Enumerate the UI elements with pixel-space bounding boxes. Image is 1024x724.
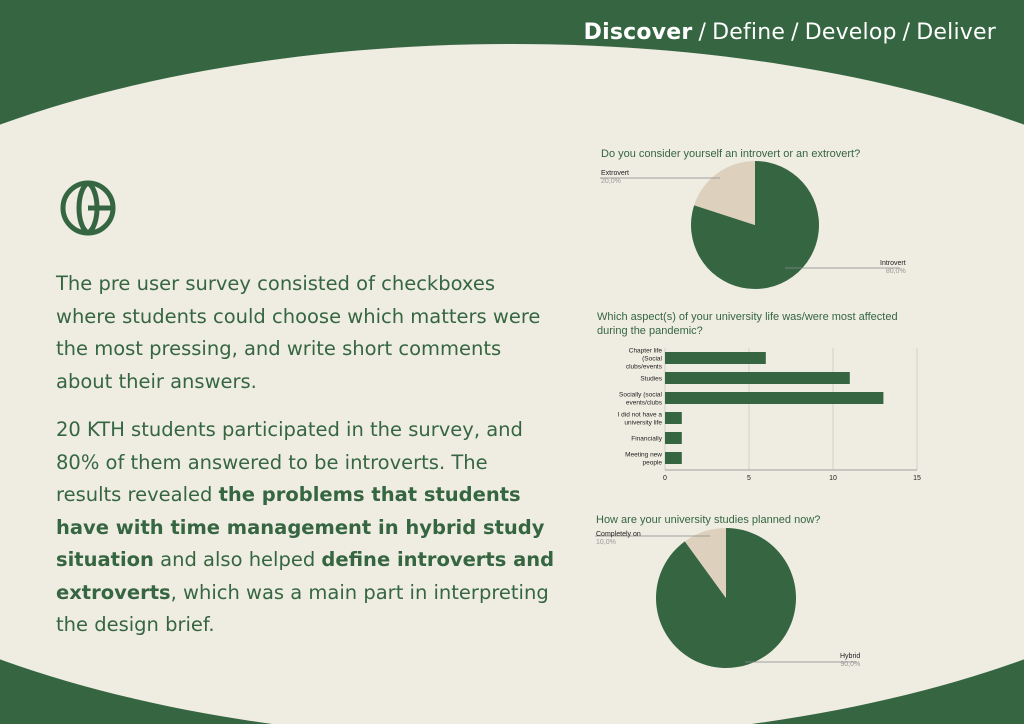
paragraph-survey-results: 20 KTH students participated in the surv… (56, 418, 555, 636)
pie-leader-lines (595, 535, 857, 663)
nav-separator: / (902, 20, 911, 45)
nav-item-discover[interactable]: Discover (583, 20, 693, 45)
bar (665, 452, 682, 464)
chart-title-study-plan: How are your university studies planned … (596, 514, 821, 526)
pie-label-completely-on: Completely on 10,0% (596, 531, 641, 546)
pie-slice-completely-on (684, 528, 726, 598)
nav-item-define[interactable]: Define (712, 20, 786, 45)
nav-item-develop[interactable]: Develop (804, 20, 897, 45)
pie-label-introvert: Introvert 80,0% (880, 260, 906, 275)
paragraph-survey-method: The pre user survey consisted of checkbo… (56, 272, 541, 393)
process-nav: Discover / Define / Develop / Deliver (584, 20, 996, 45)
pie-label-extrovert: Extrovert 20,0% (601, 170, 630, 185)
chart-title-introvert: Do you consider yourself an introvert or… (601, 148, 861, 160)
bar-category-label: Financially (631, 436, 662, 443)
bar-category-label: I did not have a university life (618, 412, 663, 427)
bar-category-label: Socially (social events/clubs (619, 392, 663, 407)
bar-chart-pandemic-impact: 0 5 10 15 Chapter life (Social clubs/events Stu… (618, 348, 921, 483)
pie-label-hybrid: Hybrid 90,0% (840, 653, 861, 668)
bar-category-label: Meeting new people (625, 452, 662, 467)
pie-slice-extrovert (694, 161, 755, 225)
bar (665, 412, 682, 424)
bar-tick-label: 5 (747, 475, 751, 482)
nav-separator: / (791, 20, 799, 45)
pie-leader-lines (600, 177, 900, 269)
bar-category-label: Studies (640, 376, 662, 383)
pie-chart-introvert (691, 161, 819, 289)
pie-chart-study-plan (656, 528, 796, 668)
bar-category-label: Chapter life (Social clubs/events (626, 348, 663, 371)
bar (665, 392, 884, 404)
circular-leaf-logo-icon (60, 180, 116, 236)
bar (665, 432, 682, 444)
nav-separator: / (698, 20, 707, 45)
chart-title-pandemic-impact: Which aspect(s) of your university life … (597, 311, 898, 337)
bar (665, 372, 850, 384)
bar-tick-label: 10 (829, 475, 837, 482)
nav-item-deliver[interactable]: Deliver (916, 20, 996, 45)
bar-tick-label: 15 (913, 475, 921, 482)
survey-description: The pre user survey consisted of checkbo… (56, 268, 556, 658)
bar (665, 352, 766, 364)
bar-tick-label: 0 (663, 475, 667, 482)
